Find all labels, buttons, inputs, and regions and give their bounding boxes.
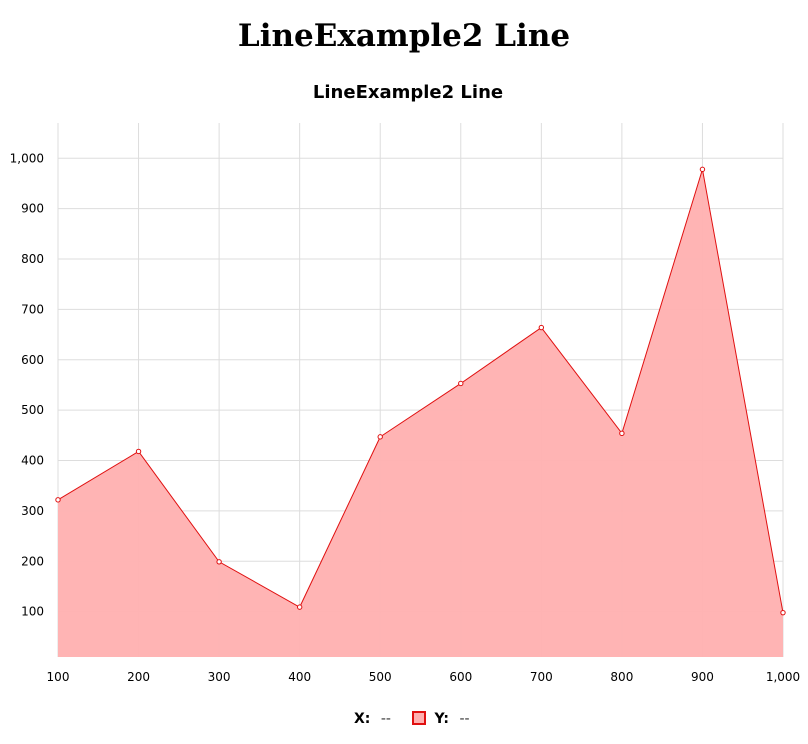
x-tick-label: 1,000 bbox=[766, 670, 800, 684]
y-tick-label: 100 bbox=[21, 605, 44, 619]
y-tick-label: 700 bbox=[21, 302, 44, 316]
x-tick-label: 500 bbox=[369, 670, 392, 684]
x-tick-label: 100 bbox=[47, 670, 70, 684]
legend-x-label: X: bbox=[354, 711, 371, 727]
legend-x-value: -- bbox=[380, 711, 391, 727]
data-point bbox=[780, 609, 786, 616]
legend-x: X: -- bbox=[354, 711, 391, 727]
x-tick-label: 400 bbox=[288, 670, 311, 684]
legend-y-value: -- bbox=[459, 711, 470, 727]
area-fill-layer bbox=[58, 169, 783, 657]
data-point bbox=[538, 324, 545, 331]
line-chart[interactable]: 100 200 300 400 500 600 700 800 900 1,000 100 200 30… bbox=[0, 0, 808, 700]
data-point bbox=[55, 497, 61, 503]
x-tick-label: 800 bbox=[610, 670, 633, 684]
x-tick-label: 900 bbox=[691, 670, 714, 684]
y-tick-label: 800 bbox=[21, 252, 44, 266]
y-tick-label: 600 bbox=[21, 353, 44, 367]
y-tick-label: 500 bbox=[21, 403, 44, 417]
x-tick-label: 700 bbox=[530, 670, 553, 684]
chart-title: LineExample2 Line bbox=[312, 82, 504, 103]
series-line-layer bbox=[57, 169, 784, 613]
y-tick-label: 300 bbox=[21, 504, 44, 518]
data-point bbox=[377, 434, 383, 440]
data-point-layer bbox=[55, 166, 786, 616]
y-tick-label: 900 bbox=[21, 202, 44, 216]
x-tick-label: 200 bbox=[127, 670, 150, 684]
series-area bbox=[58, 169, 783, 657]
y-tick-label: 1,000 bbox=[10, 151, 44, 165]
data-point bbox=[699, 166, 706, 173]
data-point bbox=[619, 430, 625, 437]
legend-y: Y: -- bbox=[412, 711, 470, 727]
data-point bbox=[216, 559, 222, 565]
data-point bbox=[135, 448, 142, 455]
series-line bbox=[57, 169, 784, 613]
legend-swatch bbox=[412, 711, 426, 725]
y-tick-label: 200 bbox=[21, 554, 44, 568]
data-point bbox=[458, 380, 464, 387]
page-title: LineExample2 Line bbox=[237, 18, 571, 54]
tick-label-layer: 100 200 300 400 500 600 700 800 900 1,000 100 200 30… bbox=[10, 151, 801, 684]
y-tick-label: 400 bbox=[21, 454, 44, 468]
x-tick-label: 600 bbox=[449, 670, 472, 684]
data-point bbox=[296, 604, 303, 610]
legend-y-label: Y: bbox=[434, 711, 449, 727]
x-tick-label: 300 bbox=[208, 670, 231, 684]
